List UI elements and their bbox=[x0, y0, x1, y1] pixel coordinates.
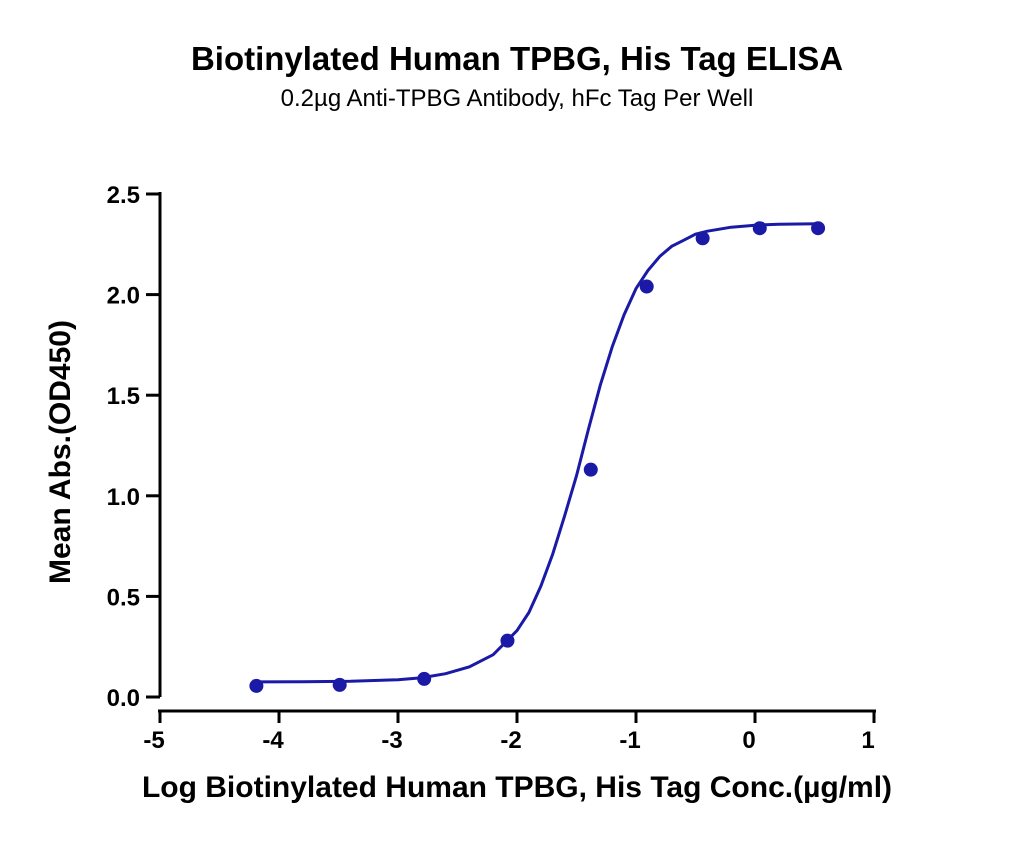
y-ticks: 0.0 0.5 1.0 1.5 2.0 2.5 bbox=[107, 182, 160, 712]
x-tick-label: -2 bbox=[500, 727, 521, 754]
data-point bbox=[695, 231, 710, 246]
x-tick-label: -4 bbox=[262, 727, 284, 754]
chart-title: Biotinylated Human TPBG, His Tag ELISA bbox=[191, 40, 843, 77]
y-tick-label: 0.5 bbox=[107, 584, 140, 611]
data-point bbox=[332, 677, 347, 692]
data-point bbox=[811, 221, 826, 236]
y-tick-label: 0.0 bbox=[107, 685, 140, 712]
data-point bbox=[583, 462, 598, 477]
x-tick-label: 1 bbox=[861, 727, 874, 754]
chart-subtitle: 0.2µg Anti-TPBG Antibody, hFc Tag Per We… bbox=[281, 85, 754, 112]
x-tick-label: -5 bbox=[143, 727, 164, 754]
data-point bbox=[500, 633, 515, 648]
x-ticks: -5 -4 -3 -2 -1 0 1 bbox=[143, 711, 876, 754]
data-point bbox=[249, 678, 264, 693]
data-point bbox=[417, 671, 432, 686]
y-tick-label: 1.0 bbox=[107, 484, 140, 511]
y-axis-label: Mean Abs.(OD450) bbox=[44, 320, 77, 584]
axes bbox=[158, 192, 876, 713]
x-axis-label: Log Biotinylated Human TPBG, His Tag Con… bbox=[142, 771, 892, 804]
y-tick-label: 2.0 bbox=[107, 283, 140, 310]
x-tick-label: 0 bbox=[742, 727, 755, 754]
data-point bbox=[639, 279, 654, 294]
x-tick-label: -3 bbox=[381, 727, 402, 754]
data-point bbox=[752, 221, 767, 236]
y-tick-label: 2.5 bbox=[107, 182, 140, 209]
fit-curve bbox=[256, 222, 819, 684]
y-tick-label: 1.5 bbox=[107, 383, 140, 410]
data-points bbox=[249, 221, 826, 693]
x-tick-label: -1 bbox=[619, 727, 640, 754]
